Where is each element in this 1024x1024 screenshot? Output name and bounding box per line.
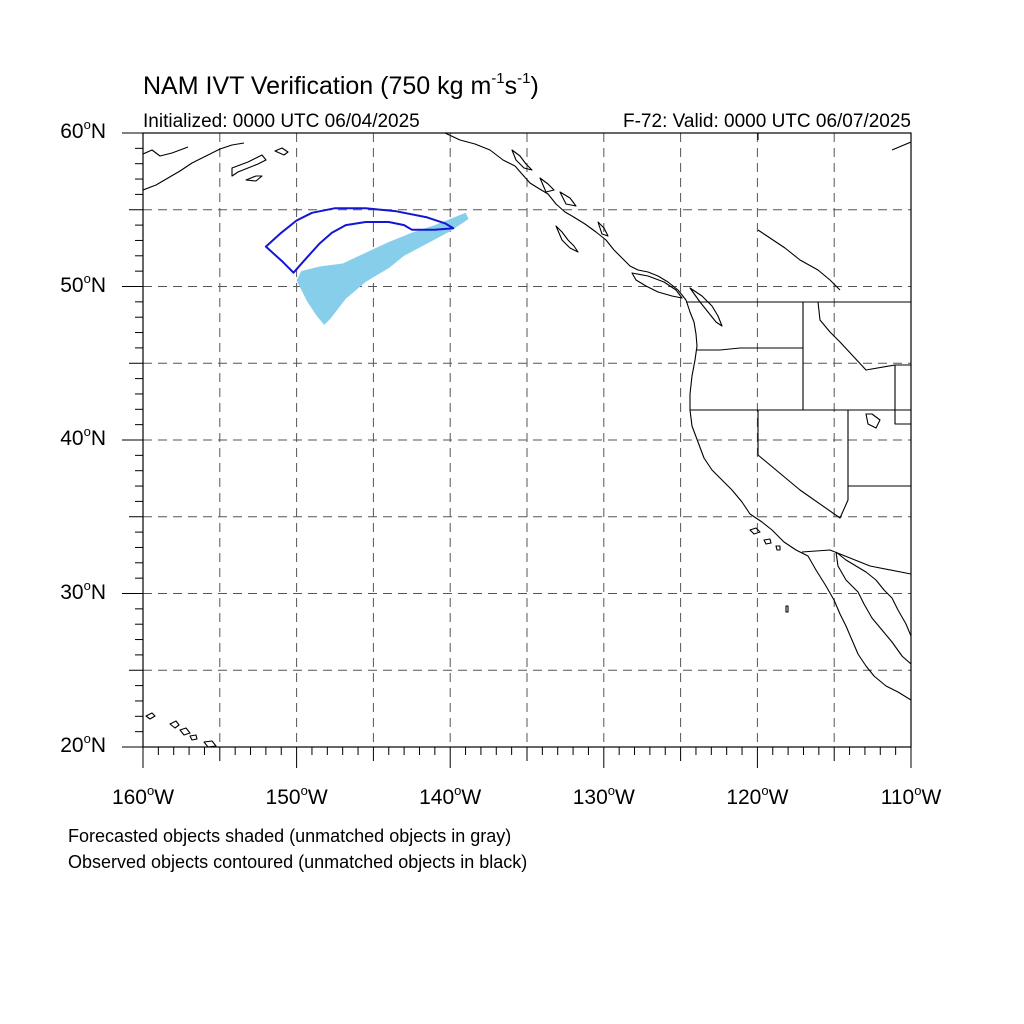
legend-observed-note: Observed objects contoured (unmatched ob… — [68, 852, 528, 872]
axis-ticks — [122, 132, 912, 768]
degree-symbol: o — [83, 117, 91, 132]
degree-symbol: o — [761, 783, 769, 798]
lon-label-hemisphere: W — [768, 786, 789, 809]
alaska-panhandle-islands — [511, 149, 577, 207]
lon-label-value: 110 — [880, 786, 915, 809]
vancouver-island — [631, 272, 723, 327]
lat-label-hemisphere: N — [90, 734, 106, 757]
degree-symbol: o — [83, 577, 91, 593]
california-channel-islands — [749, 527, 789, 613]
title-text: NAM IVT Verification (750 kg m — [143, 72, 492, 100]
observed-object — [264, 207, 455, 274]
lat-label: 60oN — [0, 117, 106, 144]
north-america-west-coast — [444, 133, 911, 701]
degree-symbol: o — [83, 731, 91, 746]
lat-label: 50oN — [0, 270, 106, 298]
lon-label-hemisphere: W — [921, 786, 942, 809]
lat-label-value: 30 — [60, 580, 84, 604]
alaska-peninsula-coast — [143, 142, 289, 191]
great-salt-lake — [865, 413, 881, 429]
lon-label-hemisphere: W — [307, 786, 328, 809]
title-unit-s: s — [504, 72, 518, 100]
lon-label: 140oW — [390, 783, 510, 810]
title-exponent-2: -1 — [517, 70, 531, 87]
lat-label-hemisphere: N — [90, 580, 106, 604]
lon-label-value: 160 — [111, 786, 147, 809]
lon-label: 120oW — [697, 783, 817, 810]
washington-oregon-border — [697, 347, 803, 351]
map-frame — [142, 132, 912, 748]
degree-symbol: o — [146, 783, 155, 798]
degree-symbol: o — [454, 783, 462, 798]
lon-label-value: 120 — [726, 786, 762, 809]
lon-label-value: 150 — [265, 786, 301, 809]
lat-label-value: 50 — [60, 273, 84, 297]
degree-symbol: o — [83, 270, 91, 286]
lat-label: 40oN — [0, 424, 106, 451]
legend-forecast-note: Forecasted objects shaded (unmatched obj… — [68, 826, 512, 846]
lat-label-hemisphere: N — [90, 273, 106, 297]
lon-label-hemisphere: W — [461, 786, 482, 809]
degree-symbol: o — [607, 783, 616, 798]
lon-label: 110oW — [851, 783, 971, 810]
valid-time: F-72: Valid: 0000 UTC 06/07/2025 — [623, 111, 911, 132]
degree-symbol: o — [300, 783, 308, 798]
lon-label-hemisphere: W — [615, 786, 635, 809]
lat-label-value: 60 — [60, 120, 84, 143]
lon-label-hemisphere: W — [154, 786, 175, 809]
lon-label-value: 140 — [419, 786, 455, 809]
observed-objects-layer — [264, 207, 455, 274]
degree-symbol: o — [83, 424, 91, 439]
degree-symbol: o — [914, 783, 922, 798]
baja-california-coast — [835, 551, 911, 665]
initialized-time: Initialized: 0000 UTC 06/04/2025 — [143, 111, 420, 132]
lon-label: 160oW — [83, 783, 203, 810]
graticule — [143, 133, 911, 747]
forecast-object — [296, 212, 469, 325]
lat-label-hemisphere: N — [90, 427, 106, 450]
forecast-objects-layer — [296, 212, 469, 325]
lon-label: 130oW — [544, 783, 664, 810]
figure-title: NAM IVT Verification (750 kg m-1s-1) — [143, 70, 539, 101]
lat-label-value: 40 — [60, 427, 84, 450]
idaho-border — [802, 301, 896, 410]
hawaii-islands — [145, 712, 217, 747]
lat-label: 20oN — [0, 731, 106, 758]
title-close: ) — [530, 72, 539, 100]
lat-label-value: 20 — [60, 734, 84, 757]
coastlines-and-borders — [143, 133, 911, 747]
lat-label-hemisphere: N — [90, 120, 106, 143]
us-mexico-border — [801, 549, 911, 575]
lon-label-value: 130 — [572, 786, 608, 809]
lat-label: 30oN — [0, 577, 106, 605]
title-exponent-1: -1 — [491, 70, 505, 87]
haida-gwaii — [555, 221, 609, 253]
utah-border — [894, 364, 911, 425]
california-nevada-border — [757, 410, 849, 519]
alaska-canada-border — [757, 133, 911, 291]
lon-label: 150oW — [237, 783, 357, 810]
